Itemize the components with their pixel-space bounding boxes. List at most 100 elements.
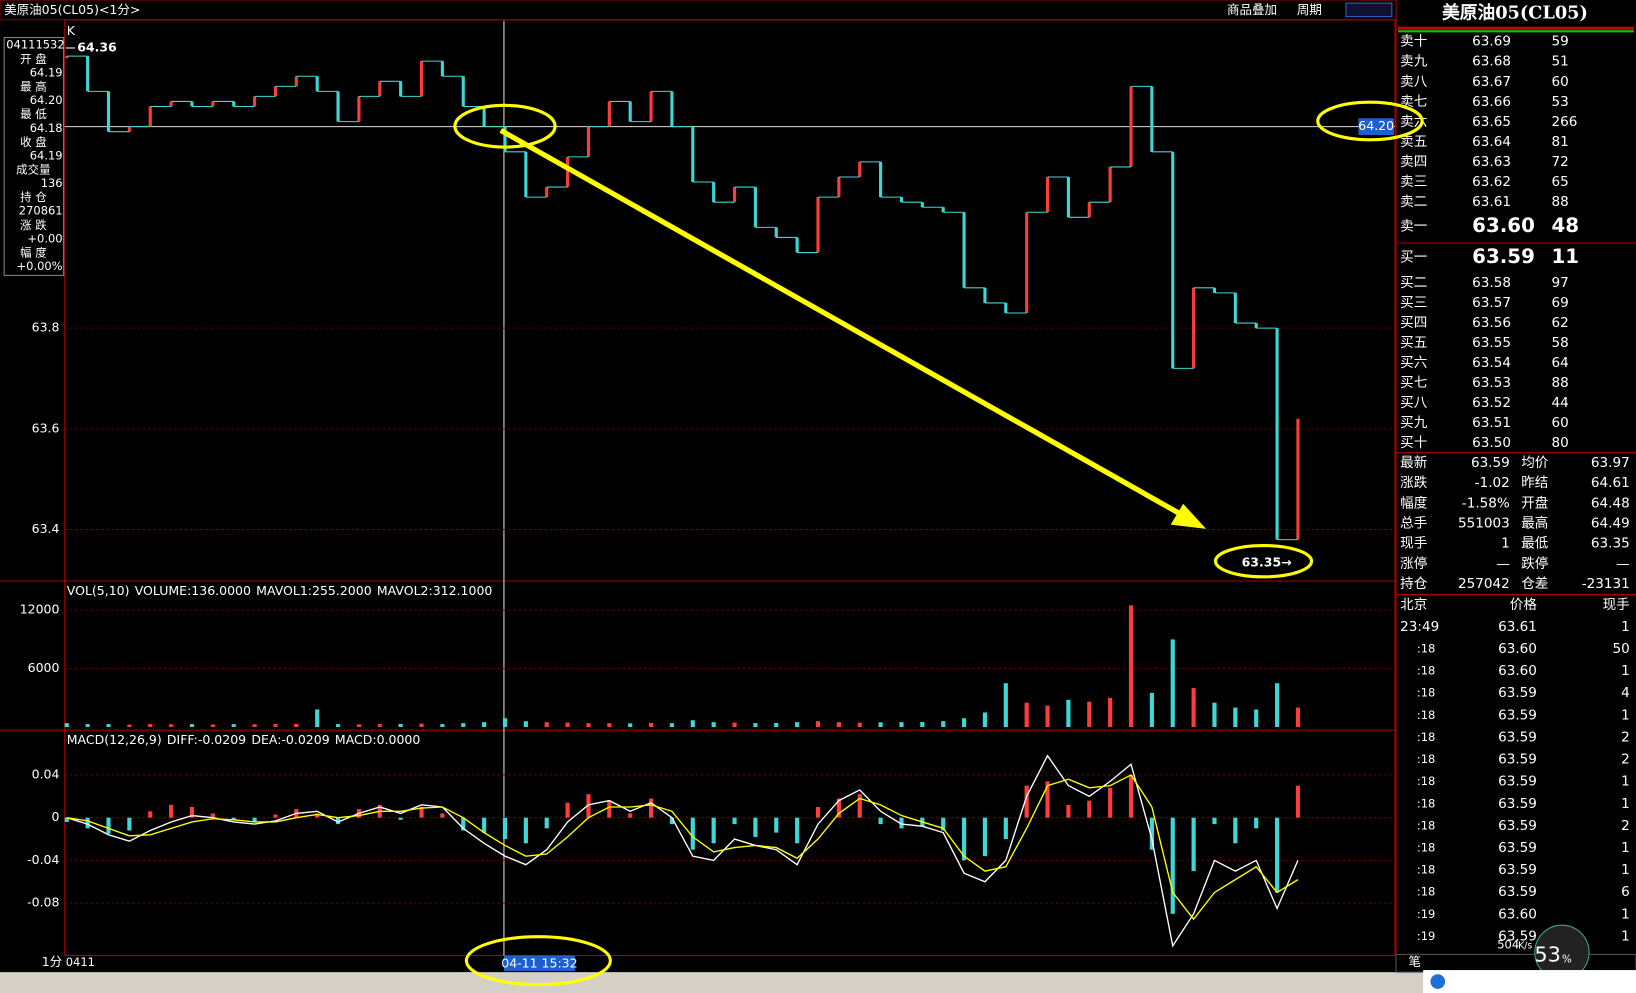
info-value: +0.00 — [27, 231, 62, 245]
macd-bar — [64, 817, 69, 822]
macd-bar — [878, 817, 883, 825]
book-price: 63.62 — [1472, 174, 1511, 190]
volume-bar — [1233, 707, 1238, 728]
book-volume: 62 — [1551, 315, 1568, 331]
info-value: 64.20 — [30, 93, 63, 107]
tick-price: 63.59 — [1498, 752, 1537, 768]
volume-bar — [648, 722, 654, 728]
tick-time: :18 — [1417, 774, 1435, 788]
volume-bar — [502, 718, 508, 728]
panel-title: MAVOL2:312.1000 — [377, 583, 493, 598]
book-volume: 60 — [1551, 74, 1568, 90]
stat-label: 最高 — [1521, 515, 1548, 532]
volume-bar — [628, 723, 633, 728]
macd-bar — [836, 798, 841, 818]
window-title: 美原油05(CL05)<1分> — [4, 2, 140, 17]
panel-footer — [1395, 953, 1636, 973]
stat-value: 63.35 — [1591, 536, 1630, 552]
tick-price: 63.59 — [1498, 862, 1537, 878]
book-label: 买一 — [1400, 250, 1427, 266]
y-tick-label: 12000 — [20, 602, 60, 617]
tick-price: 63.59 — [1498, 685, 1537, 701]
tick-time: :18 — [1417, 664, 1435, 678]
info-label: 最 低 — [20, 107, 47, 121]
stat-value: -23131 — [1582, 576, 1630, 592]
macd-bar — [565, 802, 570, 818]
volume-bar — [482, 722, 487, 728]
crosshair-price-box — [1358, 118, 1394, 135]
tick-volume: 1 — [1621, 663, 1630, 679]
macd-bar — [941, 817, 946, 831]
macd-bar — [732, 817, 737, 825]
volume-bar — [1149, 692, 1154, 728]
info-label: 幅 度 — [20, 245, 47, 259]
tick-time: :18 — [1417, 730, 1435, 744]
info-label: 涨 跌 — [20, 218, 47, 232]
volume-bar — [586, 723, 591, 728]
tick-price: 63.59 — [1498, 774, 1537, 790]
book-price: 63.58 — [1472, 275, 1511, 291]
stat-value: 63.59 — [1471, 455, 1510, 471]
info-code: 04111532 — [6, 37, 64, 51]
volume-bar — [920, 721, 925, 728]
book-label: 买八 — [1400, 395, 1428, 411]
window-buttons[interactable] — [1345, 2, 1393, 18]
macd-bar — [1024, 785, 1029, 818]
tick-price: 63.60 — [1498, 663, 1537, 679]
volume-bar — [231, 724, 236, 728]
book-volume: 72 — [1551, 154, 1568, 170]
stat-value: -1.02 — [1475, 475, 1510, 491]
ticks-header: 现手 — [1603, 597, 1630, 613]
tick-time: :18 — [1417, 796, 1435, 810]
speed-value: 504 — [1497, 938, 1519, 952]
book-label: 买四 — [1400, 315, 1427, 331]
menu-item[interactable]: 商品叠加 — [1227, 2, 1277, 17]
macd-bar — [607, 800, 612, 818]
book-price: 63.61 — [1472, 194, 1511, 210]
panel-title: DEA:-0.0209 — [251, 732, 329, 747]
macd-bar — [440, 813, 445, 818]
book-label: 卖五 — [1400, 134, 1427, 150]
tick-time: :18 — [1417, 885, 1435, 899]
tick-time: :19 — [1417, 907, 1435, 921]
menu-item[interactable]: 周期 — [1297, 2, 1322, 17]
volume-bar — [544, 722, 549, 728]
tick-time: :18 — [1417, 841, 1435, 855]
book-label: 买五 — [1400, 335, 1427, 351]
tick-volume: 1 — [1621, 906, 1630, 922]
info-label: 最 高 — [20, 80, 47, 94]
y-tick-label: 0.04 — [32, 766, 60, 781]
volume-bar — [377, 724, 382, 728]
tick-price: 63.59 — [1498, 884, 1537, 900]
book-volume: 53 — [1551, 94, 1568, 110]
macd-bar — [544, 817, 549, 829]
macd-bar — [857, 794, 862, 818]
low-label: 63.35→ — [1242, 555, 1292, 570]
tick-price: 63.60 — [1498, 641, 1537, 657]
book-price: 63.57 — [1472, 295, 1511, 311]
book-volume: 51 — [1551, 54, 1568, 70]
tick-volume: 6 — [1621, 884, 1630, 900]
volume-bar — [1212, 702, 1217, 728]
macd-bar — [106, 817, 111, 834]
volume-bar — [607, 723, 612, 728]
book-volume: 44 — [1551, 395, 1568, 411]
ime-label: 中 — [1452, 974, 1466, 990]
tick-time: :18 — [1417, 818, 1435, 832]
book-label: 卖三 — [1400, 174, 1427, 190]
macd-bar — [815, 807, 821, 818]
tick-volume: 50 — [1612, 641, 1629, 657]
book-volume: 64 — [1551, 355, 1568, 371]
volume-bar — [1003, 683, 1008, 728]
volume-bar — [1295, 707, 1301, 728]
book-label: 买三 — [1400, 295, 1427, 311]
info-label: 成交量 — [16, 163, 50, 177]
macd-bar — [523, 817, 528, 844]
info-value: 270861 — [19, 204, 63, 218]
stat-label: 涨跌 — [1400, 475, 1428, 491]
macd-bar — [335, 817, 341, 825]
volume-bar — [148, 724, 153, 728]
tick-price: 63.61 — [1498, 619, 1537, 635]
macd-bar — [1212, 817, 1217, 825]
book-price: 63.52 — [1472, 395, 1511, 411]
